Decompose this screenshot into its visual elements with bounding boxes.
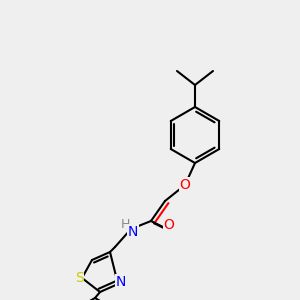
Text: N: N bbox=[116, 275, 126, 289]
Text: N: N bbox=[128, 225, 138, 239]
Text: H: H bbox=[120, 218, 130, 232]
Text: S: S bbox=[75, 271, 83, 285]
Text: O: O bbox=[164, 218, 174, 232]
Text: O: O bbox=[180, 178, 190, 192]
